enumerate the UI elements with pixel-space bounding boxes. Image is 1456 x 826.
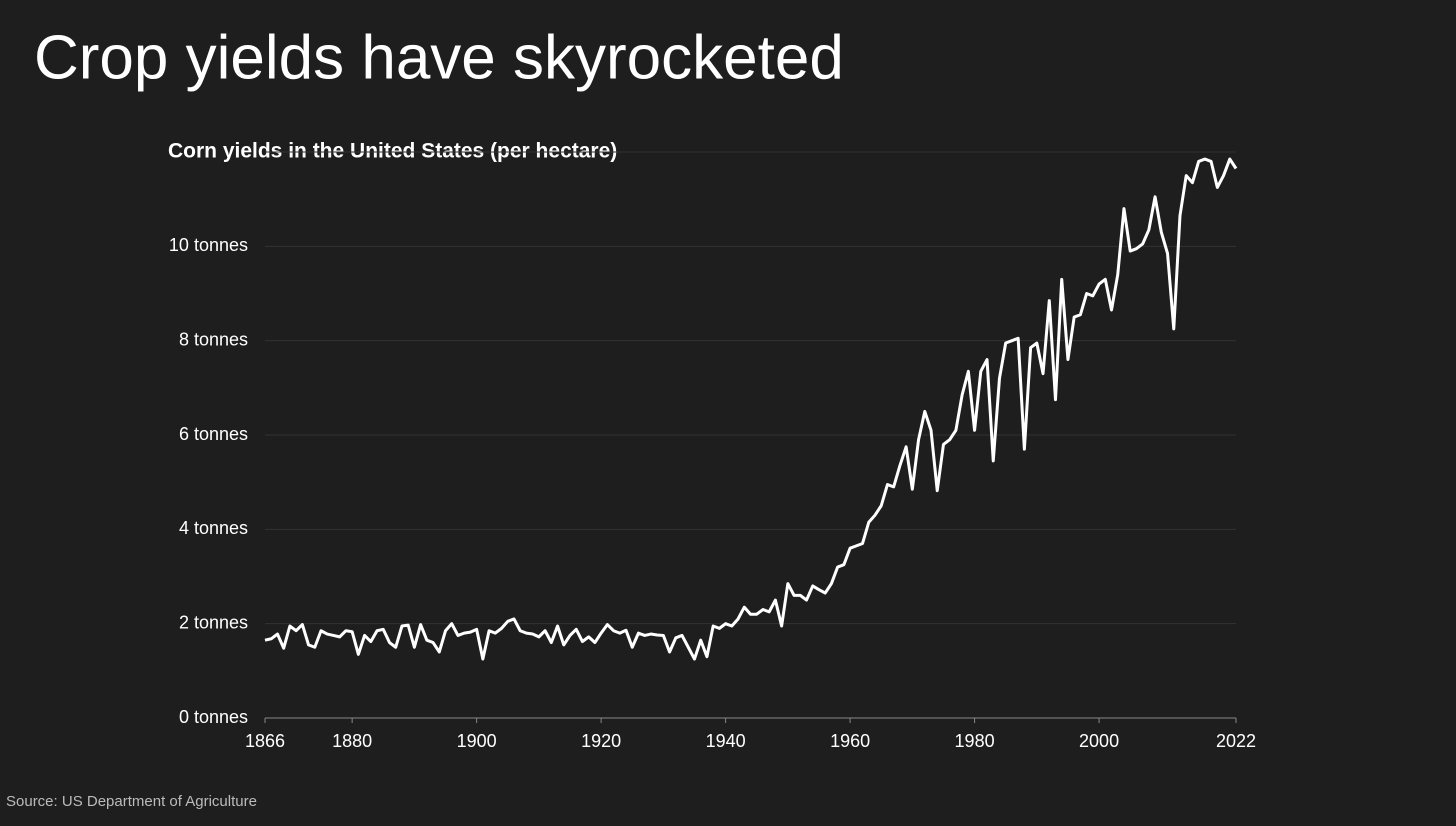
x-tick-label: 1960: [830, 731, 870, 751]
x-tick-label: 1940: [706, 731, 746, 751]
y-tick-label: 4 tonnes: [179, 518, 248, 538]
y-tick-label: 2 tonnes: [179, 612, 248, 632]
source: Source: US Department of Agriculture: [6, 793, 257, 810]
x-tick-label: 1920: [581, 731, 621, 751]
headline: Crop yields have skyrocketed: [34, 23, 844, 92]
x-tick-label: 1880: [332, 731, 372, 751]
x-tick-label: 2000: [1079, 731, 1119, 751]
x-tick-label: 1866: [245, 731, 285, 751]
x-tick-label: 1980: [955, 731, 995, 751]
x-tick-label: 1900: [457, 731, 497, 751]
y-tick-label: 8 tonnes: [179, 329, 248, 349]
y-tick-label: 0 tonnes: [179, 707, 248, 727]
chart-title: Corn yields in the United States (per he…: [168, 140, 617, 163]
y-tick-label: 10 tonnes: [169, 235, 248, 255]
y-tick-label: 6 tonnes: [179, 424, 248, 444]
x-tick-label: 2022: [1216, 731, 1256, 751]
series-line: [264, 157, 1238, 661]
